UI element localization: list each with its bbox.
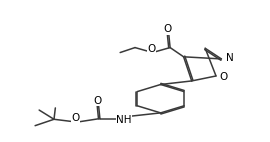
Text: O: O: [147, 44, 155, 54]
Text: O: O: [93, 96, 101, 106]
Text: O: O: [163, 24, 171, 34]
Text: O: O: [72, 113, 80, 123]
Text: O: O: [220, 72, 228, 82]
Text: NH: NH: [116, 115, 132, 125]
Text: N: N: [226, 53, 233, 63]
